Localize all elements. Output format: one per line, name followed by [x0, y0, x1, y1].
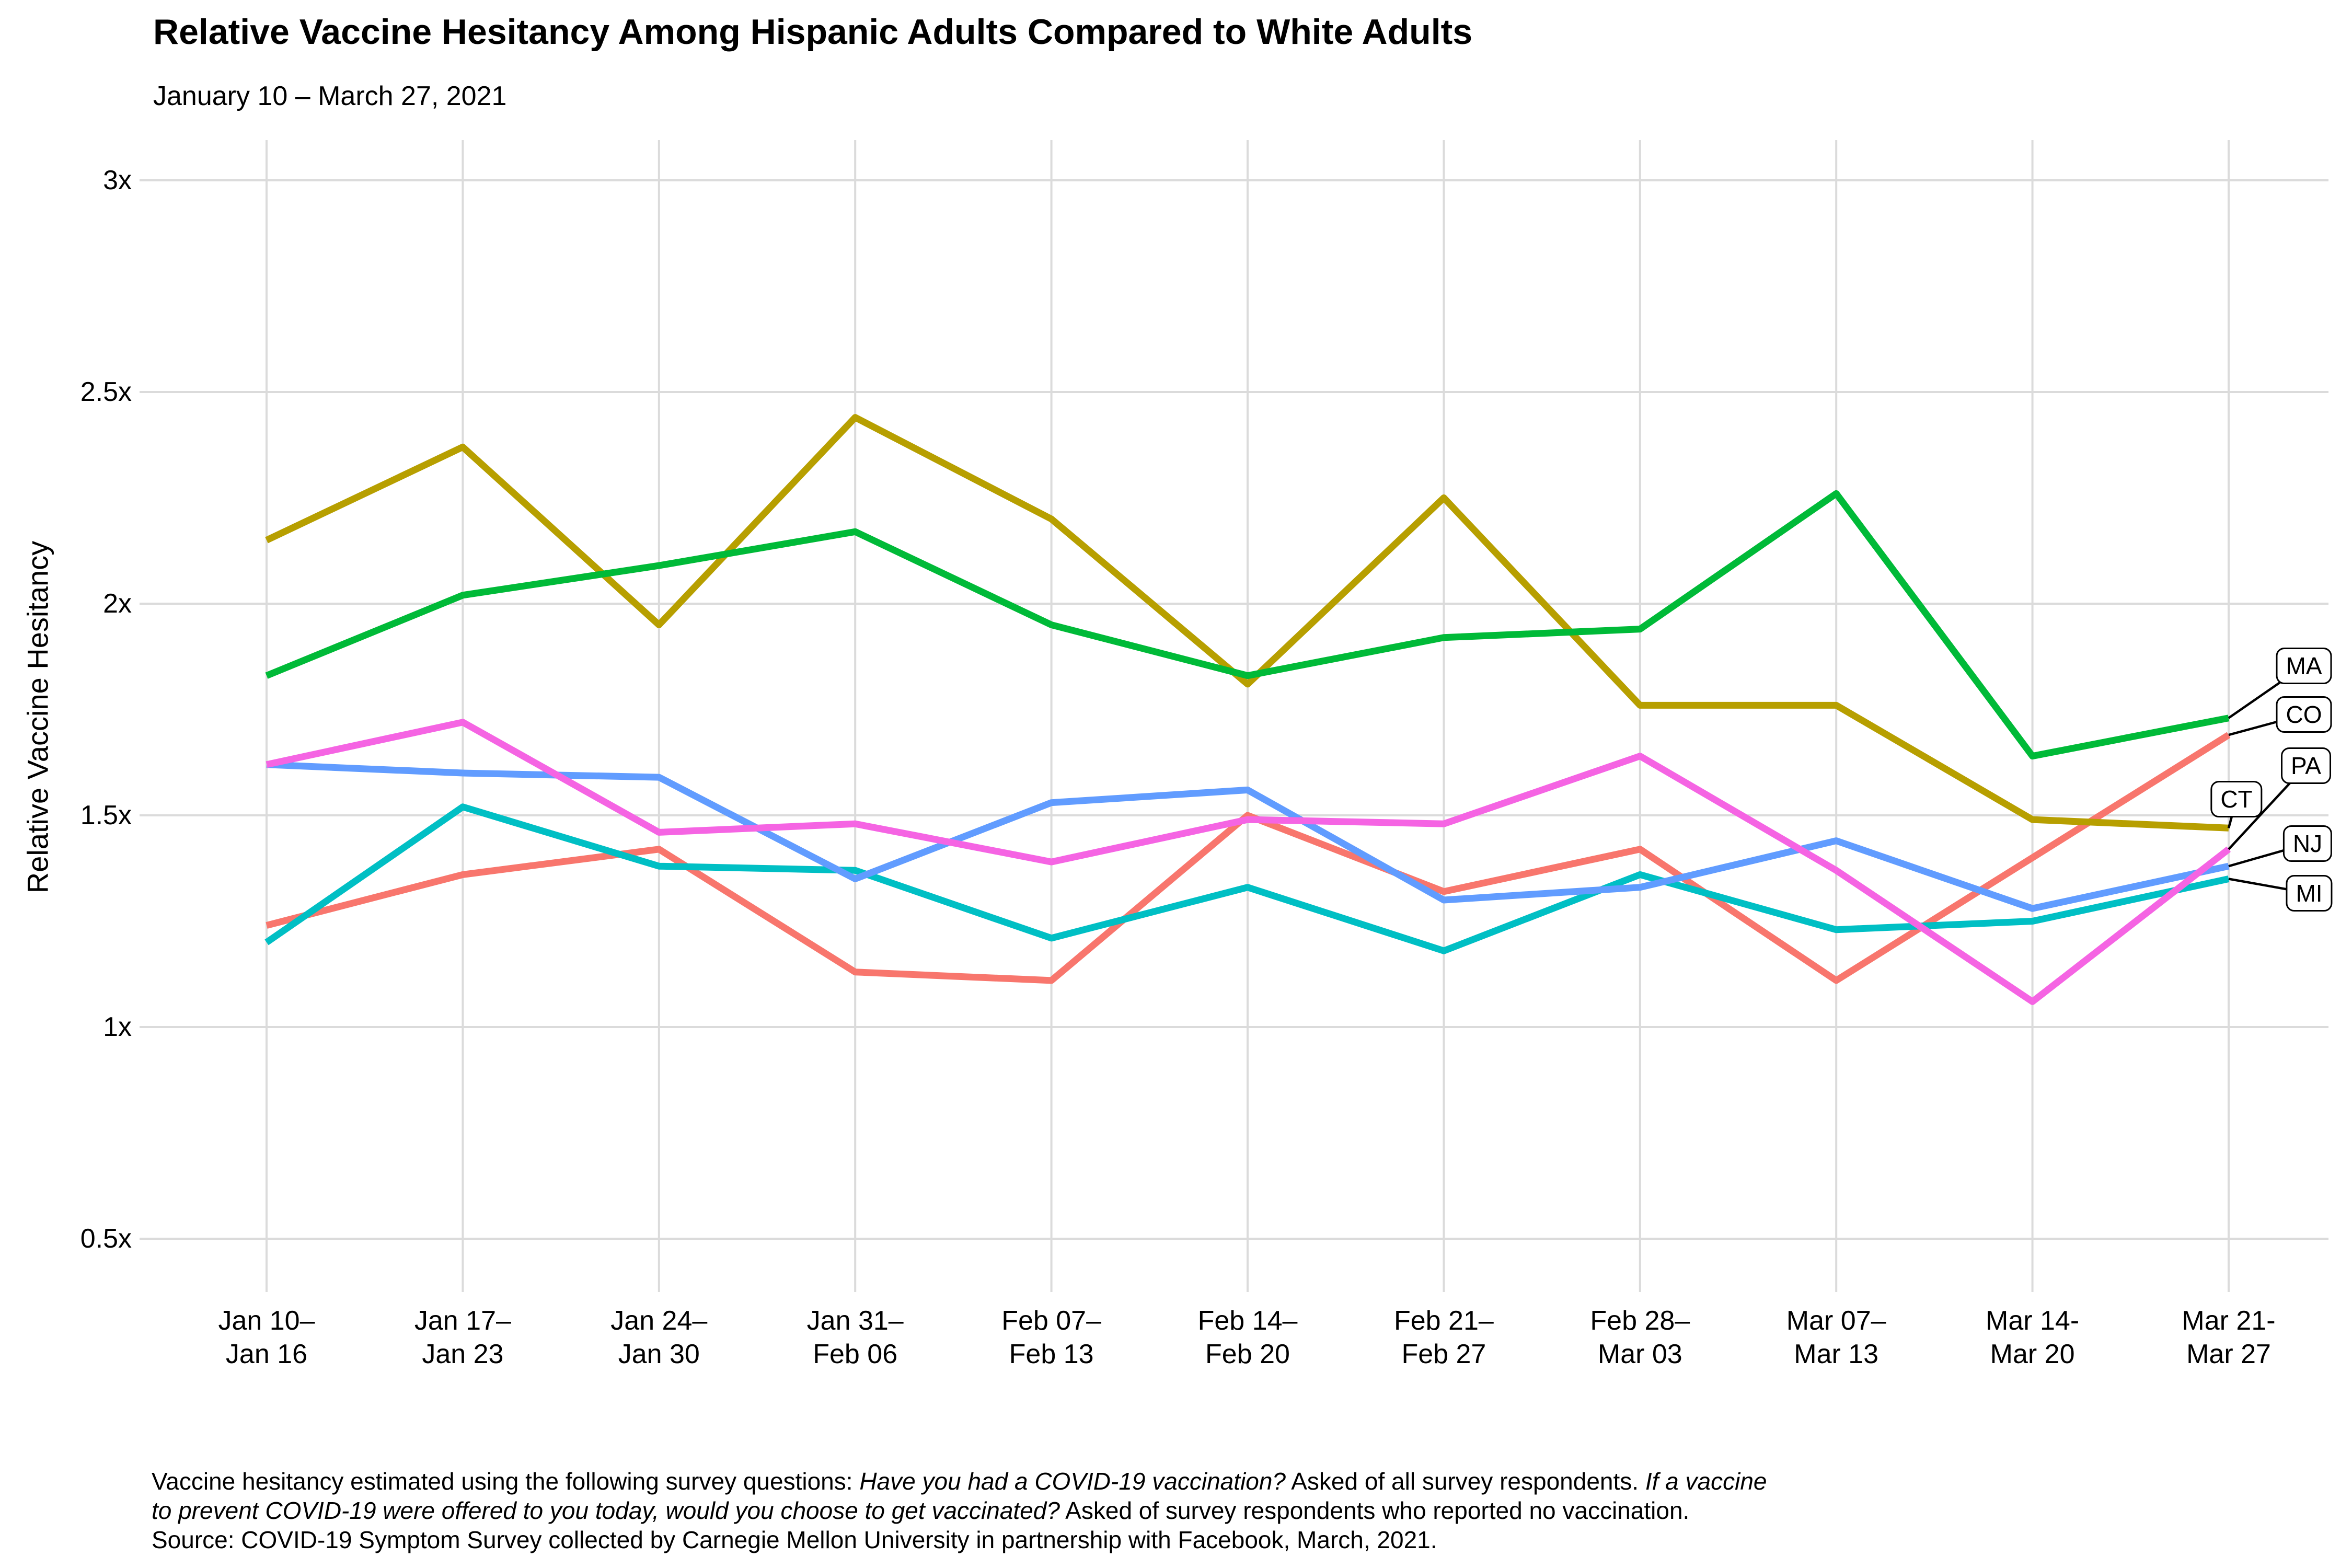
x-tick-label: Feb 07– Feb 13	[1001, 1304, 1101, 1371]
x-tick-label: Feb 14– Feb 20	[1198, 1304, 1298, 1371]
end-label-NJ: NJ	[2282, 825, 2333, 862]
x-tick-label: Mar 07– Mar 13	[1786, 1304, 1886, 1371]
x-tick-line2: Feb 06	[813, 1339, 898, 1369]
series-line-PA	[266, 719, 2231, 1005]
x-tick-line2: Jan 23	[422, 1339, 504, 1369]
x-tick-line2: Feb 27	[1401, 1339, 1486, 1369]
x-tick-line1: Feb 21–	[1393, 1306, 1494, 1336]
footnote-segment: Asked of all survey respondents.	[1286, 1468, 1645, 1495]
footnote-line: Source: COVID-19 Symptom Survey collecte…	[152, 1525, 1767, 1554]
x-tick-line2: Feb 13	[1009, 1339, 1094, 1369]
footnote-italic-segment: Have you had a COVID-19 vaccination?	[859, 1468, 1286, 1495]
footnote-line: Vaccine hesitancy estimated using the fo…	[152, 1467, 1767, 1496]
footnote-italic-segment: to prevent COVID-19 were offered to you …	[152, 1497, 1060, 1524]
x-tick-label: Jan 31– Feb 06	[807, 1304, 904, 1371]
x-tick-label: Mar 21- Mar 27	[2182, 1304, 2275, 1371]
x-tick-line1: Feb 28–	[1590, 1306, 1690, 1336]
y-tick-label: 2.5x	[80, 377, 132, 407]
end-label-PA: PA	[2281, 747, 2331, 784]
x-tick-line1: Feb 14–	[1197, 1306, 1298, 1336]
chart-subtitle: January 10 – March 27, 2021	[153, 81, 507, 111]
footnote: Vaccine hesitancy estimated using the fo…	[152, 1467, 1767, 1554]
x-tick-line1: Feb 07–	[1001, 1306, 1101, 1336]
x-tick-line1: Jan 31–	[806, 1306, 904, 1336]
x-tick-line1: Mar 07–	[1786, 1306, 1886, 1336]
end-label-MA: MA	[2276, 648, 2332, 684]
x-tick-label: Feb 28– Mar 03	[1590, 1304, 1690, 1371]
series-line-NJ	[266, 761, 2230, 912]
series-line-MA	[265, 490, 2230, 760]
x-tick-line1: Jan 24–	[610, 1306, 708, 1336]
footnote-line: to prevent COVID-19 were offered to you …	[152, 1496, 1767, 1525]
series-line-CO	[266, 732, 2231, 984]
x-tick-line2: Mar 13	[1794, 1339, 1879, 1369]
x-tick-label: Jan 10– Jan 16	[218, 1304, 315, 1371]
x-tick-label: Feb 21– Feb 27	[1394, 1304, 1494, 1371]
x-tick-label: Mar 14- Mar 20	[1986, 1304, 2079, 1371]
end-label-MI: MI	[2286, 875, 2333, 912]
footnote-segment: Vaccine hesitancy estimated using the fo…	[152, 1468, 860, 1495]
series-line-MI	[264, 803, 2230, 954]
x-tick-line1: Mar 14-	[1986, 1306, 2080, 1336]
y-tick-label: 0.5x	[80, 1224, 132, 1254]
x-tick-line2: Jan 30	[618, 1339, 700, 1369]
y-tick-label: 3x	[103, 165, 132, 195]
footnote-segment: Asked of survey respondents who reported…	[1059, 1497, 1690, 1524]
x-tick-line2: Jan 16	[225, 1339, 308, 1369]
x-tick-line1: Mar 21-	[2182, 1306, 2276, 1336]
x-tick-line1: Jan 17–	[414, 1306, 511, 1336]
x-tick-label: Jan 24– Jan 30	[610, 1304, 707, 1371]
x-tick-line2: Mar 27	[2186, 1339, 2271, 1369]
y-tick-label: 1x	[103, 1012, 132, 1042]
chart-title: Relative Vaccine Hesitancy Among Hispani…	[153, 12, 1473, 52]
y-tick-label: 1.5x	[80, 800, 132, 831]
x-tick-line2: Mar 03	[1597, 1339, 1682, 1369]
x-tick-line2: Feb 20	[1205, 1339, 1290, 1369]
x-tick-line2: Mar 20	[1990, 1339, 2075, 1369]
footnote-italic-segment: If a vaccine	[1645, 1468, 1767, 1495]
end-label-CO: CO	[2276, 696, 2332, 733]
end-label-CT: CT	[2210, 781, 2263, 817]
series-line-CT	[265, 414, 2229, 832]
x-tick-label: Jan 17– Jan 23	[414, 1304, 511, 1371]
y-tick-label: 2x	[103, 589, 132, 619]
footnote-segment: Source: COVID-19 Symptom Survey collecte…	[152, 1526, 1437, 1553]
x-tick-line1: Jan 10–	[218, 1306, 315, 1336]
